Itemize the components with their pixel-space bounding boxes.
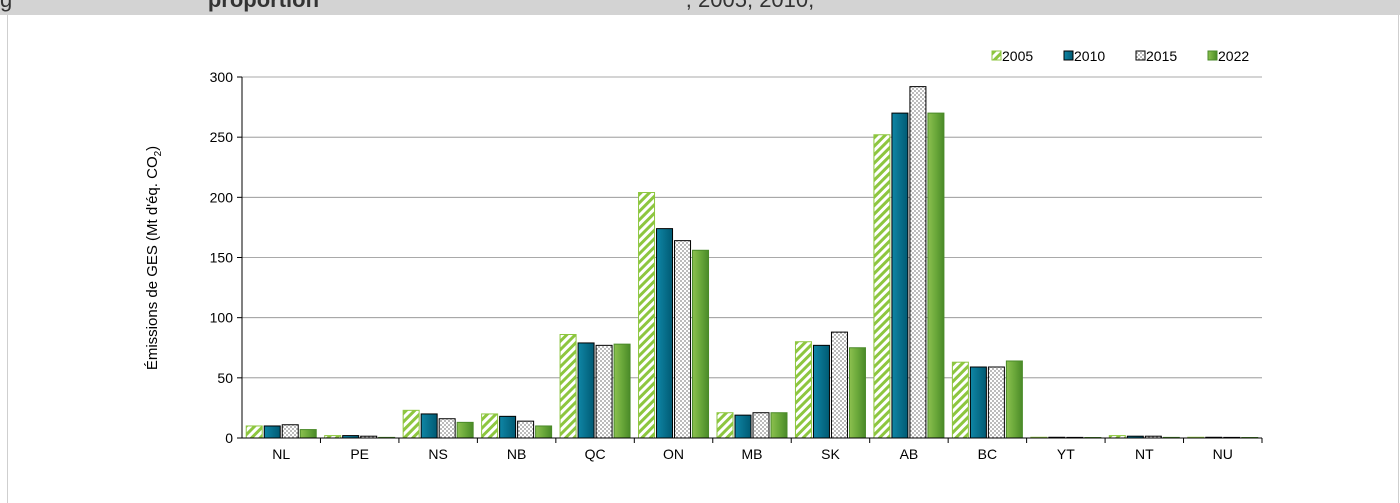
bar-SK-2010: [812, 344, 830, 439]
bar-ON-2022: [692, 249, 710, 439]
caption-rest: , 2005, 2010,: [686, 0, 814, 12]
caption-prefix: g: [0, 0, 12, 12]
bar-NB-2015: [517, 420, 535, 439]
x-tick-label: PE: [350, 446, 369, 462]
y-tick-label: 50: [217, 370, 233, 386]
legend-swatch-2015: [1135, 50, 1146, 61]
figure-caption-bar: g proportion , 2005, 2010,: [0, 0, 1400, 15]
legend-label-2010: 2010: [1074, 48, 1105, 64]
bar-BC-2022: [1005, 360, 1023, 439]
bar-NS-2022: [456, 421, 474, 439]
bar-QC-2010: [577, 342, 595, 439]
legend-swatch-2010: [1063, 50, 1074, 61]
bar-QC-2015: [595, 344, 613, 439]
figure-caption: g proportion , 2005, 2010,: [0, 0, 814, 13]
x-tick-label: NT: [1135, 446, 1154, 462]
bar-SK-2005: [794, 341, 812, 439]
x-tick-label: BC: [978, 446, 997, 462]
y-axis-label-close: ): [144, 146, 161, 151]
legend-swatch-2022: [1207, 50, 1218, 61]
y-axis-label-main: Émissions de GES (Mt d'éq. CO: [144, 156, 161, 370]
bar-ON-2015: [674, 240, 692, 439]
x-tick-label: QC: [585, 446, 606, 462]
y-axis-label-subscript: 2: [153, 150, 164, 156]
x-axis-ticks: NL PE NS NB QC ON MB SK AB BC YT NT NU: [272, 438, 1263, 462]
y-tick-label: 150: [210, 250, 234, 266]
bars: [245, 86, 1259, 439]
y-axis-label: Émissions de GES (Mt d'éq. CO2): [144, 146, 164, 370]
legend: 2005 2010 2015 2022: [991, 48, 1249, 64]
y-tick-label: 0: [225, 430, 233, 446]
bar-MB-2015: [752, 412, 770, 439]
gridlines: [242, 76, 1262, 379]
chart-frame: [7, 15, 1399, 503]
bar-ON-2005: [638, 192, 656, 439]
x-tick-label: NU: [1213, 446, 1233, 462]
x-tick-label: AB: [900, 446, 919, 462]
x-tick-label: NS: [428, 446, 447, 462]
caption-bold: proportion: [208, 0, 319, 12]
bar-NL-2005: [245, 425, 263, 439]
y-tick-label: 100: [210, 310, 234, 326]
bar-BC-2005: [951, 361, 969, 439]
x-tick-label: ON: [663, 446, 684, 462]
bar-NB-2005: [481, 413, 499, 439]
bar-AB-2022: [927, 112, 945, 439]
bar-NS-2005: [402, 409, 420, 439]
legend-label-2015: 2015: [1146, 48, 1177, 64]
bar-MB-2005: [716, 412, 734, 439]
x-tick-label: NL: [272, 446, 290, 462]
legend-label-2005: 2005: [1002, 48, 1033, 64]
axes: [241, 77, 1262, 439]
y-tick-label: 250: [210, 129, 234, 145]
legend-swatch-2005: [991, 50, 1002, 61]
bar-SK-2015: [830, 331, 848, 439]
bar-ON-2010: [656, 228, 674, 439]
x-tick-label: MB: [742, 446, 763, 462]
legend-label-2022: 2022: [1218, 48, 1249, 64]
bar-AB-2015: [909, 86, 927, 439]
bar-AB-2010: [891, 112, 909, 439]
y-tick-label: 300: [210, 69, 234, 85]
x-tick-label: NB: [507, 446, 526, 462]
bar-QC-2022: [613, 343, 631, 439]
bar-BC-2015: [987, 366, 1005, 439]
bar-AB-2005: [873, 134, 891, 439]
bar-NL-2010: [263, 425, 281, 439]
bar-BC-2010: [969, 366, 987, 439]
bar-NB-2022: [535, 425, 553, 439]
x-tick-label: YT: [1057, 446, 1075, 462]
bar-MB-2022: [770, 412, 788, 439]
x-tick-label: SK: [821, 446, 840, 462]
y-tick-label: 200: [210, 189, 234, 205]
bar-QC-2005: [559, 334, 577, 439]
bar-NL-2022: [299, 429, 317, 439]
bar-MB-2010: [734, 414, 752, 439]
bar-SK-2022: [848, 347, 866, 439]
bar-NS-2010: [420, 413, 438, 439]
bar-NL-2015: [281, 424, 299, 439]
bar-NS-2015: [438, 418, 456, 439]
y-axis-ticks: 0 50 100 150 200 250 300: [210, 69, 242, 446]
bar-NB-2010: [499, 415, 517, 439]
